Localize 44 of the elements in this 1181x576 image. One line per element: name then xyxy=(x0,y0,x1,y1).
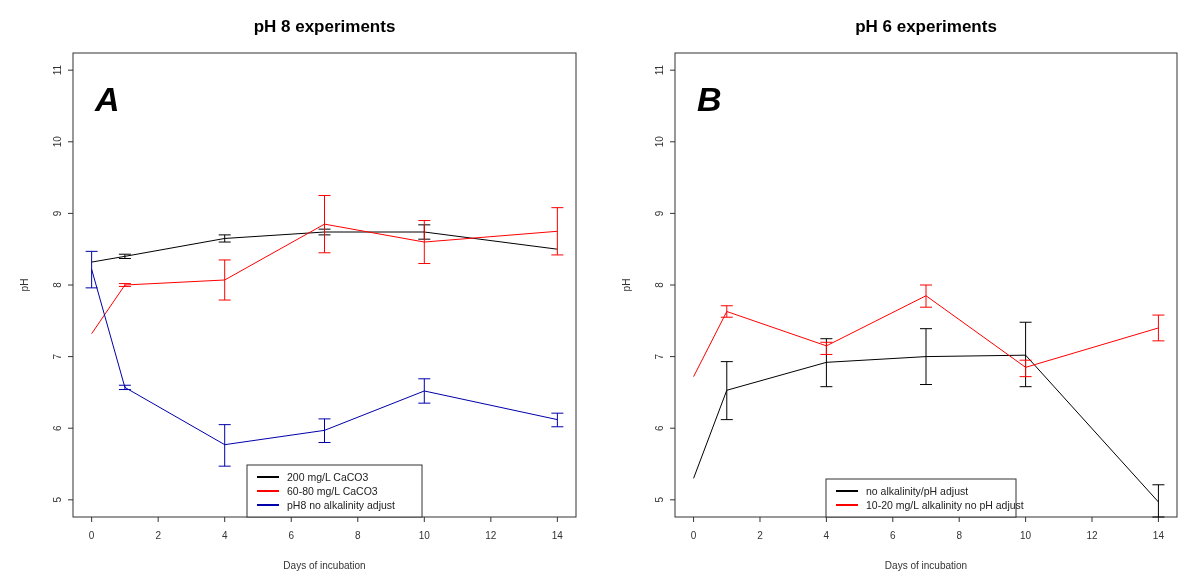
y-axis-title: pH xyxy=(19,278,30,292)
y-tick-label: 5 xyxy=(52,496,63,503)
y-tick-label: 7 xyxy=(52,353,63,360)
y-tick-label: 8 xyxy=(654,281,665,288)
y-tick-label: 10 xyxy=(654,135,665,148)
y-tick-label: 5 xyxy=(654,496,665,503)
x-tick-label: 4 xyxy=(221,530,228,541)
x-tick-label: 12 xyxy=(1086,530,1098,541)
y-tick-label: 11 xyxy=(52,64,63,76)
y-tick-label: 8 xyxy=(52,281,63,288)
chart-title: pH 8 experiments xyxy=(253,17,396,36)
x-tick-label: 12 xyxy=(485,530,497,541)
annotation: B xyxy=(697,80,722,118)
x-tick-label: 6 xyxy=(288,530,295,541)
x-tick-label: 8 xyxy=(354,530,361,541)
y-tick-label: 6 xyxy=(52,424,63,431)
y-tick-label: 11 xyxy=(654,64,665,76)
legend-label: 200 mg/L CaCO3 xyxy=(287,471,369,483)
legend-label: pH8 no alkalinity adjust xyxy=(287,499,396,511)
x-tick-label: 10 xyxy=(418,530,431,541)
legend-label: no alkalinity/pH adjust xyxy=(866,485,969,497)
x-axis-title: Days of incubation xyxy=(884,560,968,571)
x-tick-label: 14 xyxy=(1152,530,1165,541)
x-tick-label: 0 xyxy=(88,530,95,541)
y-tick-label: 7 xyxy=(654,353,665,360)
y-tick-label: 6 xyxy=(654,424,665,431)
y-tick-label: 9 xyxy=(52,210,63,217)
x-tick-label: 0 xyxy=(690,530,697,541)
annotation: A xyxy=(94,80,120,118)
x-tick-label: 8 xyxy=(956,530,963,541)
x-tick-label: 2 xyxy=(757,530,764,541)
y-tick-label: 9 xyxy=(654,210,665,217)
y-tick-label: 10 xyxy=(52,135,63,148)
x-tick-label: 6 xyxy=(890,530,897,541)
x-tick-label: 4 xyxy=(823,530,830,541)
x-tick-label: 2 xyxy=(155,530,162,541)
x-tick-label: 10 xyxy=(1020,530,1032,541)
x-tick-label: 14 xyxy=(551,530,564,541)
legend-label: 60-80 mg/L CaCO3 xyxy=(287,485,378,497)
y-axis-title: pH xyxy=(621,278,632,292)
line-series xyxy=(91,231,558,263)
x-axis-title: Days of incubation xyxy=(283,560,366,571)
chart-title: pH 6 experiments xyxy=(855,17,997,36)
legend-label: 10-20 mg/L alkalinity no pH adjust xyxy=(866,499,1024,511)
